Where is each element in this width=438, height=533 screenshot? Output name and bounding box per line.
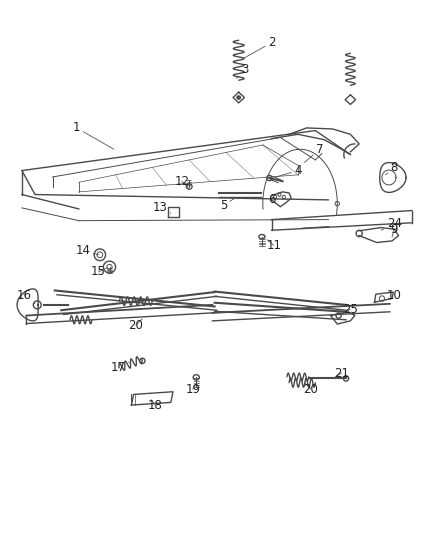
Text: 20: 20 xyxy=(128,319,143,332)
Ellipse shape xyxy=(237,96,240,99)
Text: 11: 11 xyxy=(266,239,281,252)
Text: 16: 16 xyxy=(17,289,35,304)
Text: 13: 13 xyxy=(152,201,171,214)
Text: 21: 21 xyxy=(333,367,349,379)
Text: 20: 20 xyxy=(304,383,318,395)
Text: 3: 3 xyxy=(237,63,249,78)
Text: 7: 7 xyxy=(304,143,324,163)
Text: 2: 2 xyxy=(243,36,276,59)
Text: 5: 5 xyxy=(220,197,237,212)
Text: 10: 10 xyxy=(383,289,402,302)
Text: 19: 19 xyxy=(185,383,200,395)
Text: 1: 1 xyxy=(73,122,114,149)
Text: 24: 24 xyxy=(381,217,402,230)
Text: 12: 12 xyxy=(174,175,189,188)
Text: 25: 25 xyxy=(342,303,358,316)
Text: 6: 6 xyxy=(268,193,278,206)
Text: 18: 18 xyxy=(148,399,163,411)
Text: 8: 8 xyxy=(385,161,398,175)
Text: 17: 17 xyxy=(111,361,129,374)
Text: 4: 4 xyxy=(276,164,302,177)
Text: 9: 9 xyxy=(390,223,398,237)
Text: 15: 15 xyxy=(91,265,107,278)
Text: 14: 14 xyxy=(76,244,99,257)
